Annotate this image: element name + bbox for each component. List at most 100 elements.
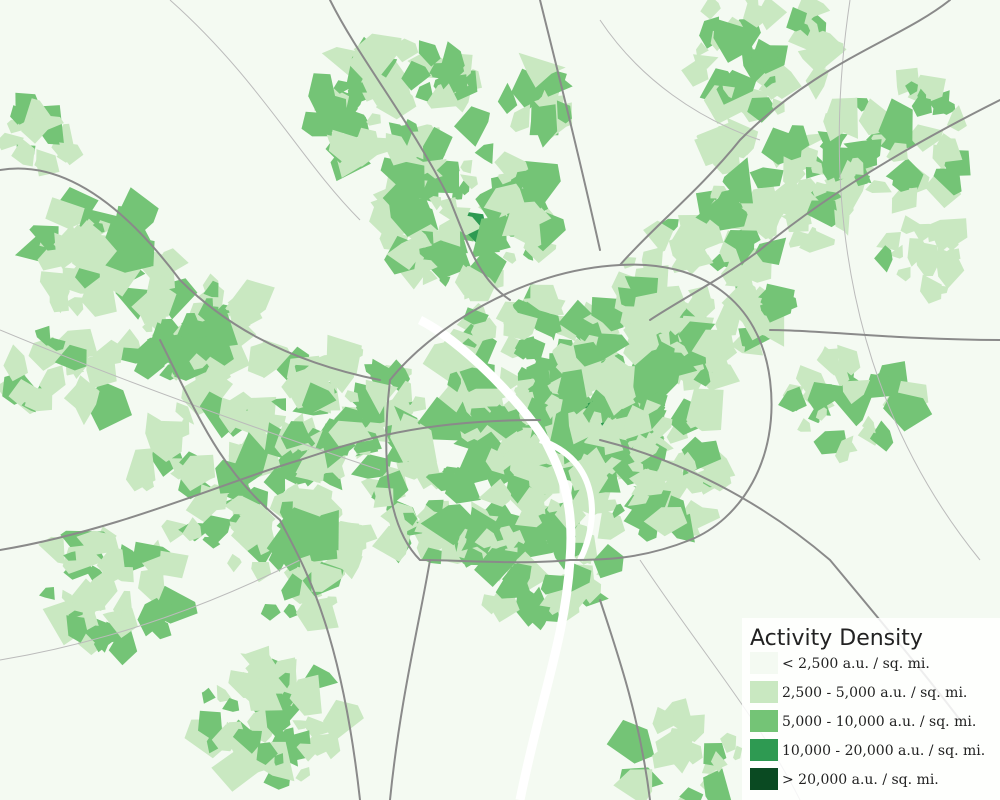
density-area bbox=[0, 132, 24, 151]
density-area bbox=[783, 156, 806, 190]
density-area bbox=[150, 617, 172, 640]
density-area bbox=[65, 297, 84, 317]
density-area bbox=[932, 221, 957, 254]
density-area bbox=[532, 104, 558, 148]
density-area bbox=[502, 251, 517, 264]
density-area bbox=[105, 248, 152, 273]
legend-swatch bbox=[750, 710, 778, 732]
density-area bbox=[786, 7, 807, 32]
density-area bbox=[527, 461, 560, 495]
density-area bbox=[247, 708, 268, 731]
legend-label: 5,000 - 10,000 a.u. / sq. mi. bbox=[782, 714, 976, 730]
density-area bbox=[151, 248, 189, 277]
density-area bbox=[353, 430, 382, 454]
density-area bbox=[674, 302, 687, 317]
density-area bbox=[232, 728, 262, 754]
density-area bbox=[657, 459, 684, 488]
density-area bbox=[222, 698, 240, 712]
density-area bbox=[911, 223, 938, 243]
density-area bbox=[460, 174, 478, 190]
density-area bbox=[91, 339, 124, 367]
density-area bbox=[722, 85, 735, 99]
density-area bbox=[322, 737, 341, 760]
legend-background bbox=[742, 618, 1000, 800]
density-area bbox=[279, 501, 293, 521]
density-area bbox=[311, 560, 343, 592]
density-area bbox=[869, 420, 894, 452]
density-area bbox=[405, 131, 424, 160]
density-area bbox=[417, 259, 438, 274]
density-area bbox=[34, 325, 51, 346]
density-area bbox=[240, 510, 257, 521]
density-area bbox=[56, 141, 74, 163]
density-area bbox=[202, 342, 234, 366]
density-area bbox=[692, 219, 724, 247]
density-area bbox=[679, 787, 704, 800]
density-area bbox=[501, 198, 538, 237]
density-area bbox=[437, 197, 458, 215]
legend-label: > 20,000 a.u. / sq. mi. bbox=[782, 772, 939, 788]
density-area bbox=[751, 38, 779, 70]
density-area bbox=[886, 142, 908, 162]
density-area bbox=[131, 293, 170, 321]
density-area bbox=[333, 80, 353, 94]
density-area bbox=[911, 96, 932, 117]
legend-label: 10,000 - 20,000 a.u. / sq. mi. bbox=[782, 743, 985, 759]
density-area bbox=[245, 655, 281, 689]
density-area bbox=[420, 504, 473, 546]
density-area bbox=[422, 267, 438, 286]
density-area bbox=[621, 405, 652, 441]
density-area bbox=[344, 390, 359, 403]
density-area bbox=[613, 769, 653, 800]
density-area bbox=[865, 180, 892, 193]
density-area bbox=[874, 245, 893, 273]
density-area bbox=[54, 344, 87, 371]
density-area bbox=[835, 435, 854, 464]
density-area bbox=[858, 98, 887, 136]
density-area bbox=[274, 753, 284, 766]
density-area bbox=[450, 74, 468, 99]
density-area bbox=[661, 218, 679, 231]
density-area bbox=[816, 348, 841, 374]
density-area bbox=[295, 767, 311, 782]
density-area bbox=[75, 268, 100, 289]
density-area bbox=[713, 18, 753, 63]
density-area bbox=[185, 489, 217, 523]
density-area bbox=[788, 230, 816, 248]
density-area bbox=[386, 235, 421, 270]
density-area bbox=[324, 93, 348, 126]
density-area bbox=[439, 276, 451, 287]
density-area bbox=[474, 548, 521, 587]
density-area bbox=[301, 382, 337, 415]
density-area bbox=[470, 319, 494, 343]
density-area bbox=[137, 597, 172, 637]
density-area bbox=[211, 747, 260, 792]
density-area bbox=[671, 250, 714, 273]
density-area bbox=[454, 106, 490, 147]
legend-title: Activity Density bbox=[750, 626, 923, 651]
density-area bbox=[398, 423, 437, 474]
density-area bbox=[658, 332, 671, 348]
density-area bbox=[203, 280, 219, 298]
density-area bbox=[502, 447, 522, 468]
density-area bbox=[66, 615, 88, 643]
density-area bbox=[84, 625, 123, 653]
density-area bbox=[685, 293, 716, 322]
density-area bbox=[271, 398, 286, 412]
legend-swatch bbox=[750, 652, 778, 674]
density-area bbox=[425, 499, 444, 514]
density-area bbox=[281, 573, 303, 601]
density-area bbox=[347, 524, 378, 547]
density-area bbox=[878, 98, 913, 152]
density-area bbox=[401, 60, 431, 91]
density-area bbox=[638, 331, 660, 353]
density-area bbox=[641, 246, 664, 275]
density-area bbox=[545, 402, 556, 420]
density-area bbox=[416, 124, 437, 141]
density-area bbox=[746, 202, 778, 231]
density-area bbox=[747, 97, 776, 123]
density-area bbox=[620, 312, 644, 329]
density-area bbox=[328, 420, 374, 446]
density-area bbox=[720, 732, 737, 753]
